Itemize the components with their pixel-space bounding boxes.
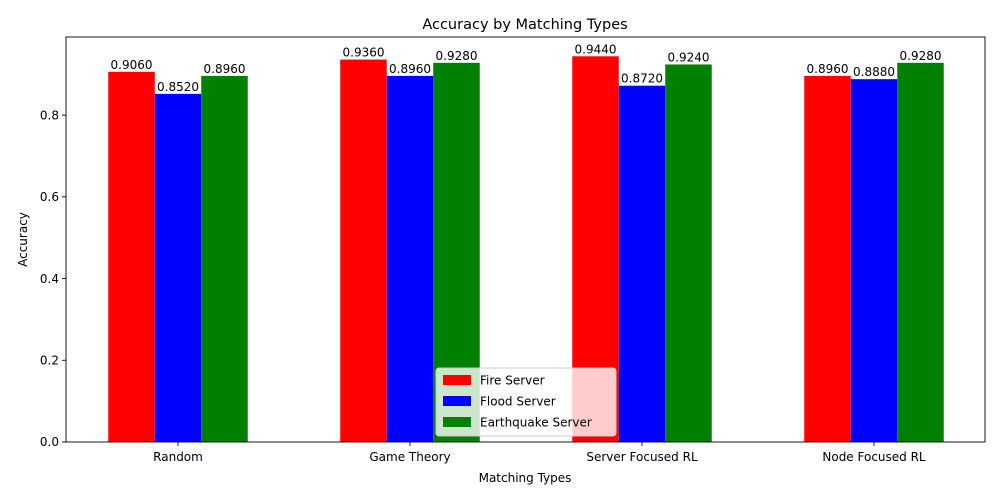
y-axis: 0.0 0.2 0.4 0.6 0.8 [40,108,66,449]
x-tick-label: Game Theory [369,450,450,464]
plot-frame [65,36,986,443]
data-label: 0.8720 [621,72,663,86]
data-label: 0.8520 [157,80,199,94]
bar [850,79,898,443]
y-tick-label: 0.0 [40,435,59,449]
bar [154,93,202,442]
chart-title: Accuracy by Matching Types [422,17,627,33]
data-label: 0.9280 [900,49,942,63]
x-tick-label: Server Focused RL [586,450,698,464]
data-label: 0.9440 [575,42,617,56]
x-tick-label: Node Focused RL [822,450,926,464]
bar [804,75,851,443]
data-label: 0.9360 [343,46,385,60]
legend-swatch [443,396,471,406]
y-axis-label: Accuracy [16,212,30,267]
y-tick-label: 0.2 [40,353,59,367]
bar [897,62,944,442]
bar [108,71,155,442]
bar [618,85,666,442]
data-label: 0.8960 [807,62,849,76]
legend: Fire Server Flood Server Earthquake Server [435,367,617,437]
y-tick-label: 0.8 [40,108,59,122]
legend-swatch [443,417,471,427]
x-tick-label: Random [153,450,203,464]
x-axis-label: Matching Types [479,471,572,485]
legend-swatch [443,375,471,385]
legend-label: Flood Server [480,395,556,409]
legend-label: Earthquake Server [480,416,592,430]
y-tick-label: 0.4 [40,272,59,286]
x-axis: Random Game Theory Server Focused RL Node F… [153,442,926,464]
data-label: 0.9240 [668,50,710,64]
data-label: 0.9060 [111,58,153,72]
data-label: 0.8960 [204,62,246,76]
data-label: 0.9280 [436,49,478,63]
legend-box [435,367,617,437]
data-label: 0.8880 [853,65,895,79]
data-label: 0.8960 [389,62,431,76]
bar [201,75,248,443]
y-tick-label: 0.6 [40,190,59,204]
bar [665,64,712,443]
bar [386,75,434,443]
data-labels-layer: 0.9060 0.9360 0.9440 0.8960 0.8520 0.8960 0.87… [111,42,942,94]
bar [340,59,387,443]
legend-label: Fire Server [480,374,545,388]
